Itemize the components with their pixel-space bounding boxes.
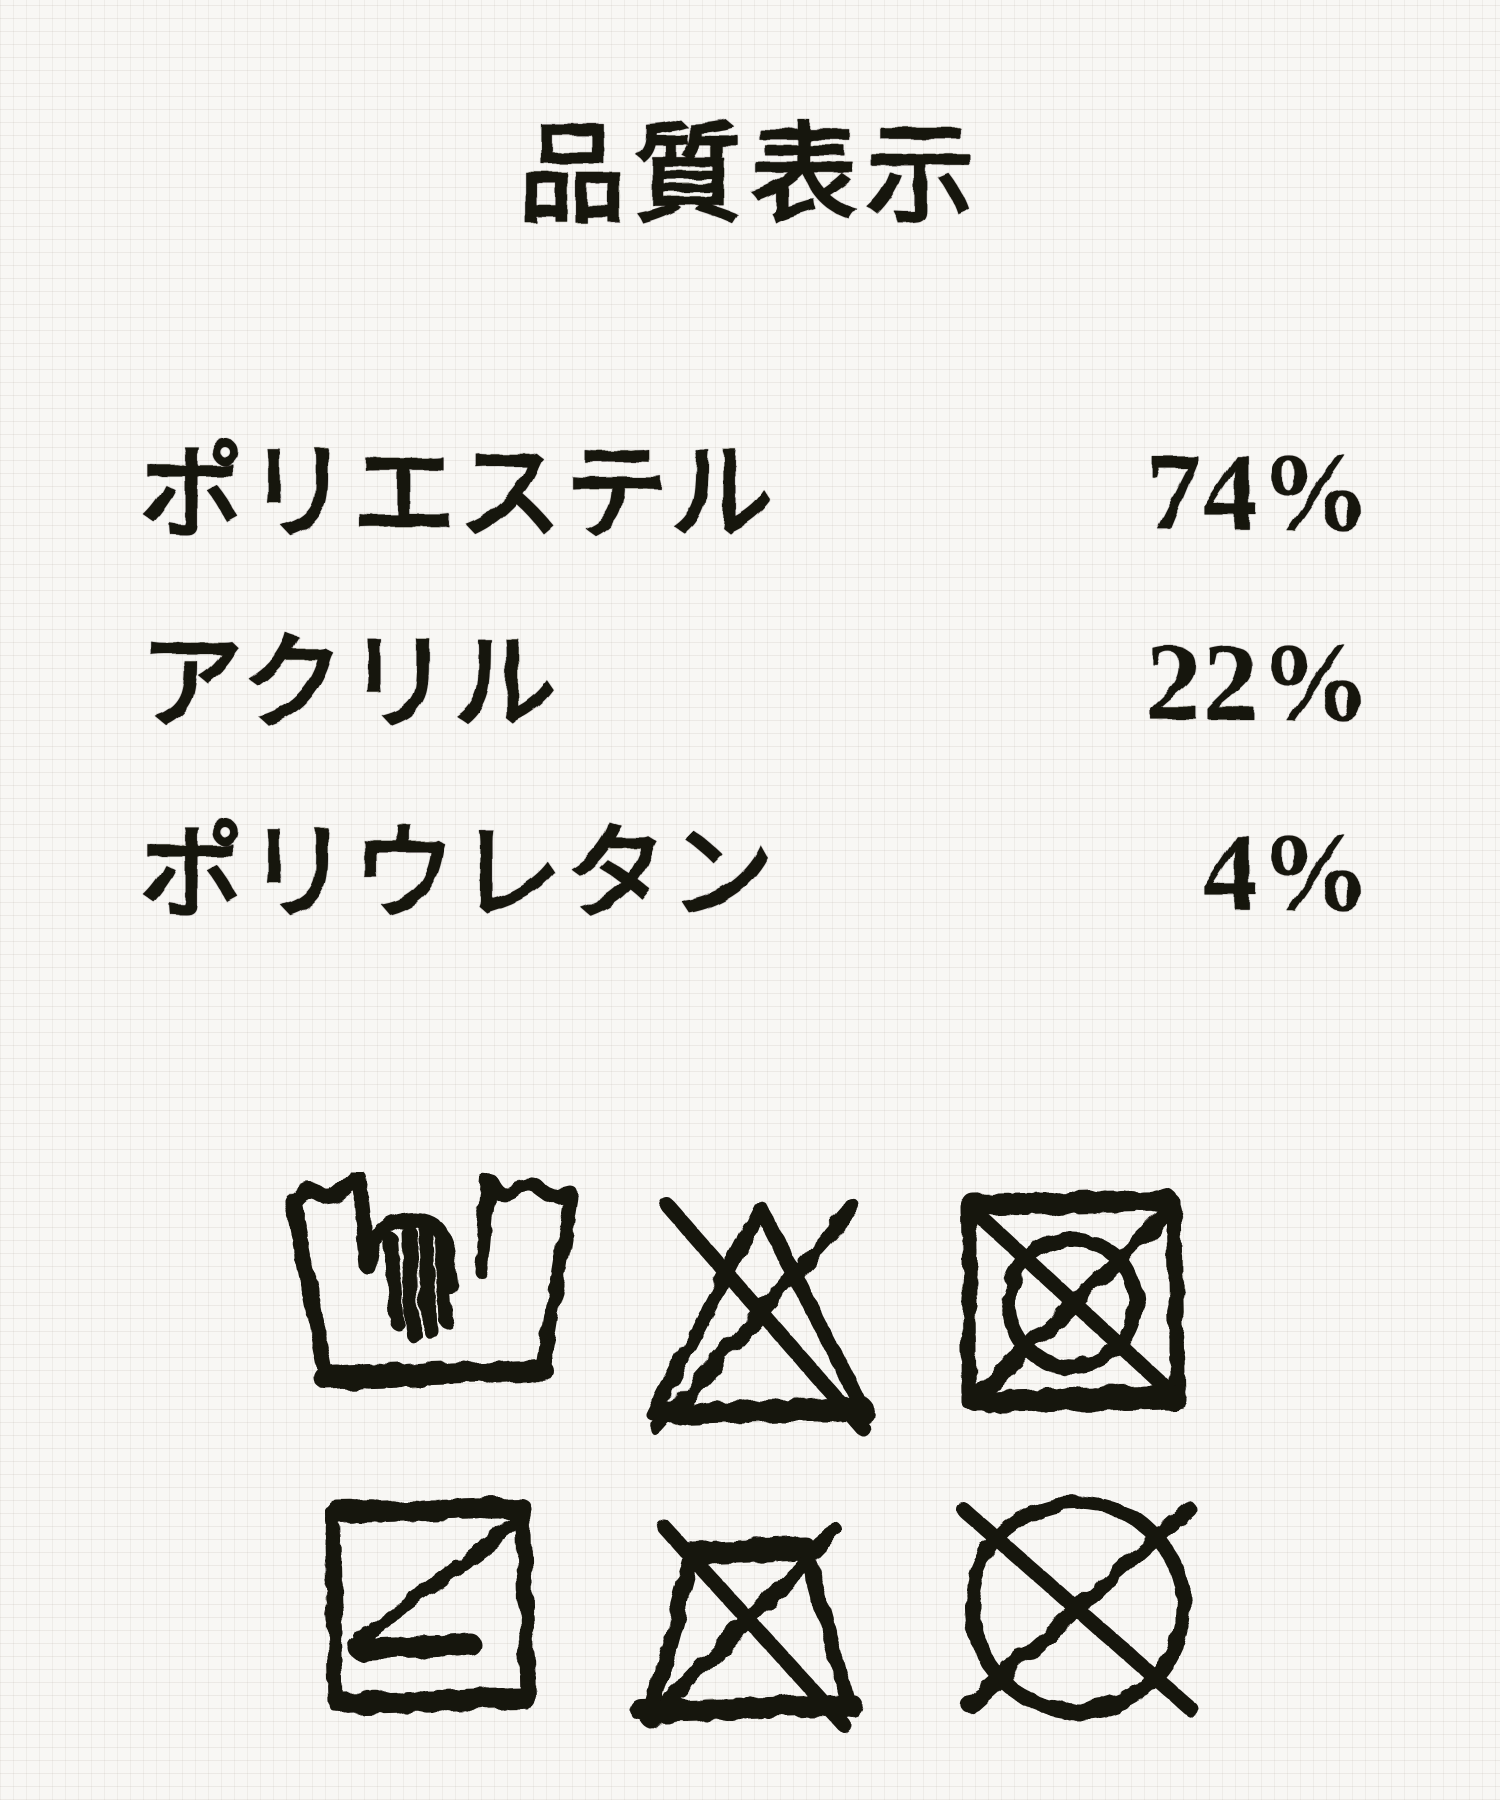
composition-row: ポリウレタン 4% [140, 788, 1372, 939]
hand-wash-icon [285, 1172, 579, 1389]
do-not-bleach-icon [646, 1198, 874, 1438]
dry-flat-in-shade-icon [324, 1497, 536, 1714]
material-percent: 22% [1146, 621, 1372, 743]
material-percent: 74% [1146, 431, 1372, 553]
do-not-dry-clean-icon [957, 1495, 1199, 1719]
page-title: 品質表示 [517, 117, 982, 236]
composition-row: ポリエステル 74% [140, 408, 1372, 559]
material-percent: 4% [1203, 811, 1372, 933]
material-name: アクリル [140, 627, 559, 742]
composition-row: アクリル 22% [140, 598, 1372, 749]
material-name: ポリエステル [140, 437, 777, 552]
do-not-iron-icon [631, 1519, 863, 1733]
material-name: ポリウレタン [140, 817, 777, 932]
do-not-tumble-dry-icon [960, 1190, 1186, 1412]
